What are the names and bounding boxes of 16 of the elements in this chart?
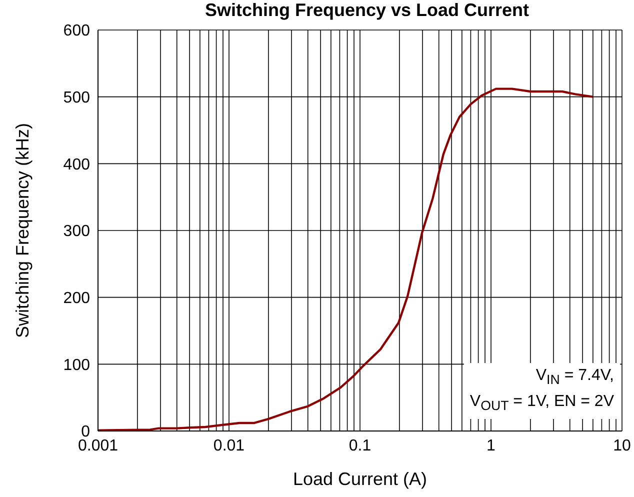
y-tick-label: 500 xyxy=(63,90,90,107)
y-tick-label: 100 xyxy=(63,356,90,374)
y-tick-label: 400 xyxy=(63,156,90,174)
x-tick-label: 10 xyxy=(613,437,631,454)
annotation: V$_{IN}$ = 7.4V, xyxy=(534,366,614,390)
chart-title: Switching Frequency vs Load Current xyxy=(204,0,530,21)
x-tick-label: 0.01 xyxy=(213,437,245,454)
x-tick-label: 0.1 xyxy=(348,437,372,454)
y-tick-label: 300 xyxy=(63,223,90,240)
x-tick-label: 0.001 xyxy=(78,437,118,454)
y-axis-title: Switching Frequency (kHz) xyxy=(12,122,32,338)
annotation: V$_{OUT}$ = 1V, EN = 2V xyxy=(470,392,614,416)
y-tick-label: 600 xyxy=(63,22,90,40)
x-tick-label: 1 xyxy=(486,437,496,454)
y-tick-label: 200 xyxy=(63,290,90,308)
x-axis-title: Load Current (A) xyxy=(292,469,428,489)
